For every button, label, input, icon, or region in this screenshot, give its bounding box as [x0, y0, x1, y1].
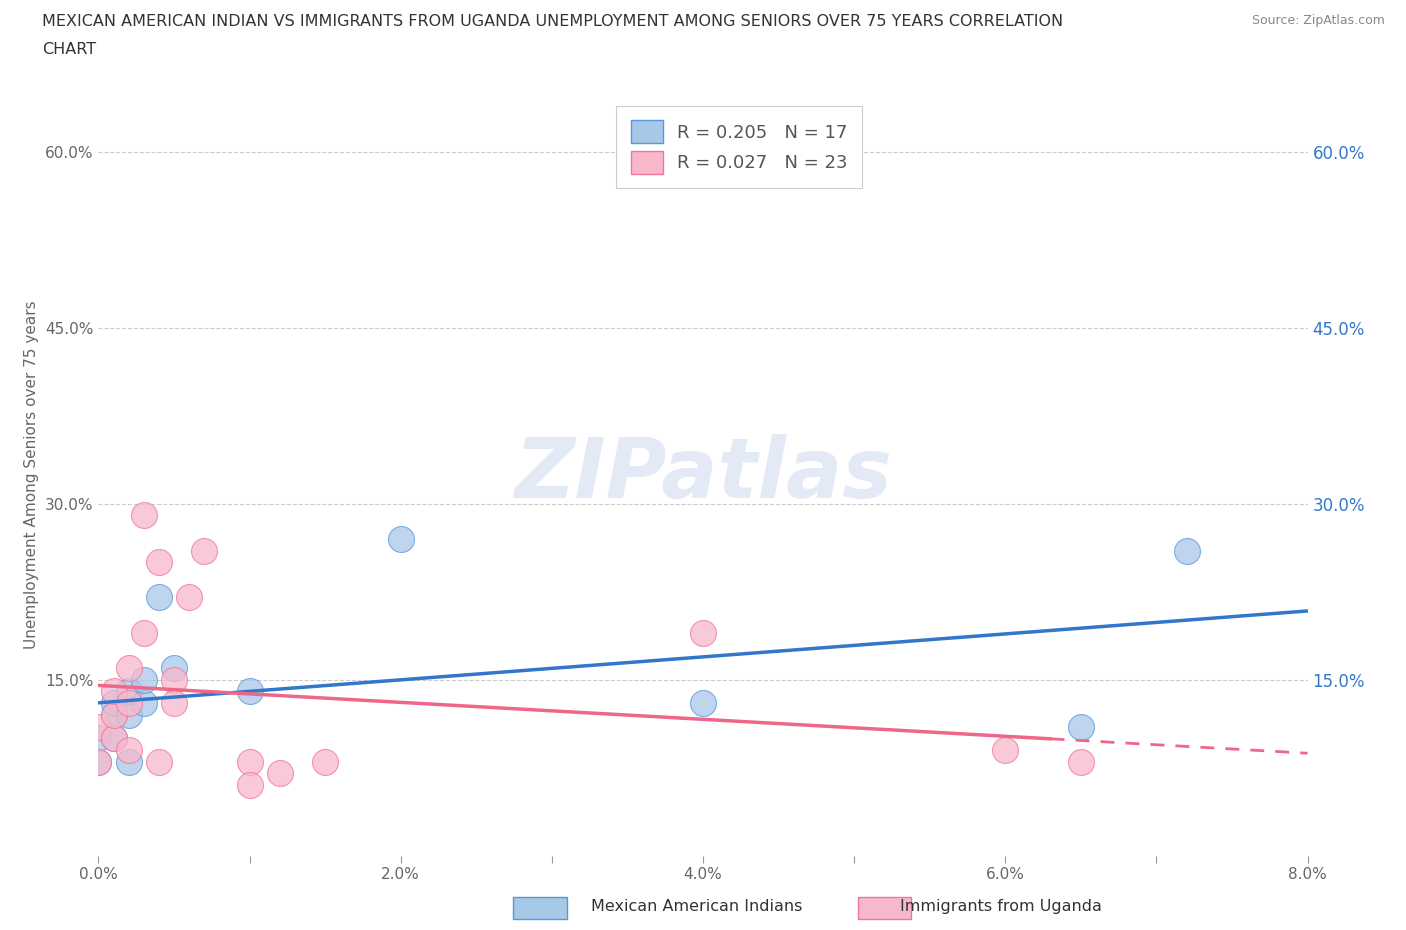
- Point: [193, 543, 215, 558]
- Point: [103, 696, 125, 711]
- Y-axis label: Unemployment Among Seniors over 75 years: Unemployment Among Seniors over 75 years: [24, 300, 39, 648]
- Point: [118, 684, 141, 698]
- Point: [87, 754, 110, 769]
- Point: [239, 684, 262, 698]
- Point: [103, 731, 125, 746]
- Text: Immigrants from Uganda: Immigrants from Uganda: [900, 899, 1102, 914]
- Text: CHART: CHART: [42, 42, 96, 57]
- Point: [163, 696, 186, 711]
- Point: [132, 508, 155, 523]
- Point: [132, 696, 155, 711]
- Point: [692, 696, 714, 711]
- Point: [1175, 543, 1198, 558]
- Text: Source: ZipAtlas.com: Source: ZipAtlas.com: [1251, 14, 1385, 27]
- Point: [118, 742, 141, 757]
- Point: [314, 754, 336, 769]
- Point: [132, 625, 155, 640]
- Point: [87, 731, 110, 746]
- Point: [1070, 754, 1092, 769]
- Point: [269, 766, 291, 781]
- Text: MEXICAN AMERICAN INDIAN VS IMMIGRANTS FROM UGANDA UNEMPLOYMENT AMONG SENIORS OVE: MEXICAN AMERICAN INDIAN VS IMMIGRANTS FR…: [42, 14, 1063, 29]
- Point: [103, 708, 125, 723]
- Point: [994, 742, 1017, 757]
- Legend: R = 0.205   N = 17, R = 0.027   N = 23: R = 0.205 N = 17, R = 0.027 N = 23: [616, 106, 862, 189]
- Point: [103, 731, 125, 746]
- Point: [148, 555, 170, 570]
- Point: [179, 590, 201, 604]
- Point: [132, 672, 155, 687]
- Text: ZIPatlas: ZIPatlas: [515, 433, 891, 515]
- Point: [163, 672, 186, 687]
- Text: Mexican American Indians: Mexican American Indians: [591, 899, 801, 914]
- Point: [148, 590, 170, 604]
- Point: [118, 754, 141, 769]
- Point: [163, 660, 186, 675]
- Point: [118, 708, 141, 723]
- Point: [103, 684, 125, 698]
- Point: [87, 719, 110, 734]
- Point: [239, 754, 262, 769]
- Point: [389, 531, 412, 546]
- Point: [103, 708, 125, 723]
- Point: [87, 754, 110, 769]
- Point: [1070, 719, 1092, 734]
- Point: [692, 625, 714, 640]
- Point: [118, 660, 141, 675]
- Point: [239, 777, 262, 792]
- Point: [118, 696, 141, 711]
- Point: [148, 754, 170, 769]
